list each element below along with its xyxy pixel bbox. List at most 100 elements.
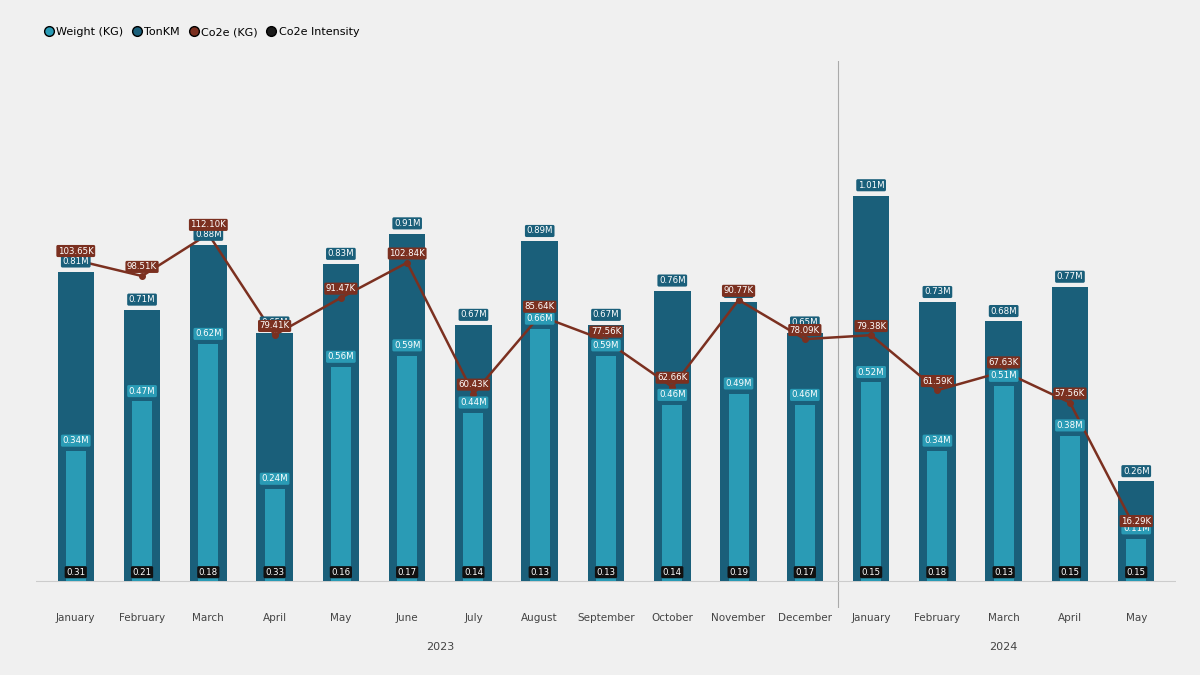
Text: 0.67M: 0.67M [593,310,619,319]
Bar [662,405,683,580]
Text: 0.24M: 0.24M [262,475,288,483]
Text: 0.46M: 0.46M [659,390,685,400]
Text: 0.46M: 0.46M [792,390,818,400]
Text: 0.65M: 0.65M [262,318,288,327]
Bar [1127,539,1146,580]
Text: 0.83M: 0.83M [328,249,354,259]
Bar [66,451,85,580]
Text: 0.59M: 0.59M [593,341,619,350]
Text: 0.88M: 0.88M [196,230,222,240]
Bar [124,310,161,580]
Text: 0.18: 0.18 [199,568,218,576]
Bar [728,394,749,580]
Text: 2023: 2023 [426,642,455,652]
Text: 0.15: 0.15 [1061,568,1080,576]
Bar [588,325,624,580]
Text: 0.73M: 0.73M [725,288,752,296]
Bar [1118,481,1154,580]
Bar [919,302,955,580]
Text: 0.34M: 0.34M [62,436,89,445]
Text: 79.38K: 79.38K [856,321,886,331]
Bar [985,321,1022,580]
Text: 79.41K: 79.41K [259,321,289,331]
Text: 0.17: 0.17 [397,568,416,576]
Text: 0.13: 0.13 [994,568,1013,576]
Bar [397,356,418,580]
Bar [463,413,484,580]
Bar [132,402,152,580]
Text: 0.62M: 0.62M [196,329,222,338]
Bar [928,451,947,580]
Text: 0.13: 0.13 [596,568,616,576]
Text: 0.66M: 0.66M [527,314,553,323]
Text: 67.63K: 67.63K [989,358,1019,367]
Text: 61.59K: 61.59K [923,377,953,385]
Text: 91.47K: 91.47K [326,284,356,293]
Bar [58,272,94,580]
Bar [1051,287,1088,580]
Bar [1060,435,1080,580]
Text: 0.11M: 0.11M [1123,524,1150,533]
Text: 0.16: 0.16 [331,568,350,576]
Text: 0.65M: 0.65M [792,318,818,327]
Text: 0.44M: 0.44M [460,398,487,407]
Text: 0.73M: 0.73M [924,288,950,296]
Text: 57.56K: 57.56K [1055,389,1085,398]
Text: 85.64K: 85.64K [524,302,554,311]
Bar [323,264,359,580]
Bar [331,367,350,580]
Bar [529,329,550,580]
Text: 16.29K: 16.29K [1121,516,1151,526]
Text: 0.14: 0.14 [662,568,682,576]
Legend: Weight (KG), TonKM, Co2e (KG), Co2e Intensity: Weight (KG), TonKM, Co2e (KG), Co2e Inte… [42,22,364,41]
Text: 0.21: 0.21 [132,568,151,576]
Text: 0.33: 0.33 [265,568,284,576]
Bar [198,344,218,580]
Text: 0.38M: 0.38M [1057,421,1084,430]
Text: 0.67M: 0.67M [460,310,487,319]
Bar [190,245,227,580]
Text: 77.56K: 77.56K [590,327,622,336]
Text: 1.01M: 1.01M [858,181,884,190]
Text: 0.17: 0.17 [796,568,815,576]
Text: 0.91M: 0.91M [394,219,420,228]
Text: 2024: 2024 [990,642,1018,652]
Bar [257,333,293,580]
Bar [654,291,690,580]
Bar [522,241,558,580]
Bar [720,302,757,580]
Text: 60.43K: 60.43K [458,380,488,389]
Text: 0.52M: 0.52M [858,367,884,377]
Text: 0.49M: 0.49M [725,379,752,388]
Bar [853,196,889,580]
Text: 0.15: 0.15 [1127,568,1146,576]
Bar [265,489,284,580]
Text: 102.84K: 102.84K [389,249,425,258]
Text: 0.14: 0.14 [464,568,484,576]
Text: 62.66K: 62.66K [658,373,688,382]
Text: 78.09K: 78.09K [790,325,820,335]
Text: 0.26M: 0.26M [1123,466,1150,476]
Text: 112.10K: 112.10K [191,221,227,230]
Text: 0.56M: 0.56M [328,352,354,361]
Text: 0.13: 0.13 [530,568,550,576]
Text: 98.51K: 98.51K [127,263,157,271]
Text: 0.18: 0.18 [928,568,947,576]
Text: 0.71M: 0.71M [128,295,155,304]
Text: 0.34M: 0.34M [924,436,950,445]
Bar [455,325,492,580]
Bar [862,382,881,580]
Bar [787,333,823,580]
Text: 103.65K: 103.65K [58,246,94,256]
Text: 0.47M: 0.47M [128,387,155,396]
Text: 0.59M: 0.59M [394,341,420,350]
Bar [389,234,425,580]
Text: 0.76M: 0.76M [659,276,685,285]
Bar [994,386,1014,580]
Text: 90.77K: 90.77K [724,286,754,296]
Text: 0.77M: 0.77M [1057,272,1084,281]
Text: 0.51M: 0.51M [990,371,1016,380]
Text: 0.19: 0.19 [730,568,748,576]
Text: 0.89M: 0.89M [527,227,553,236]
Text: 0.15: 0.15 [862,568,881,576]
